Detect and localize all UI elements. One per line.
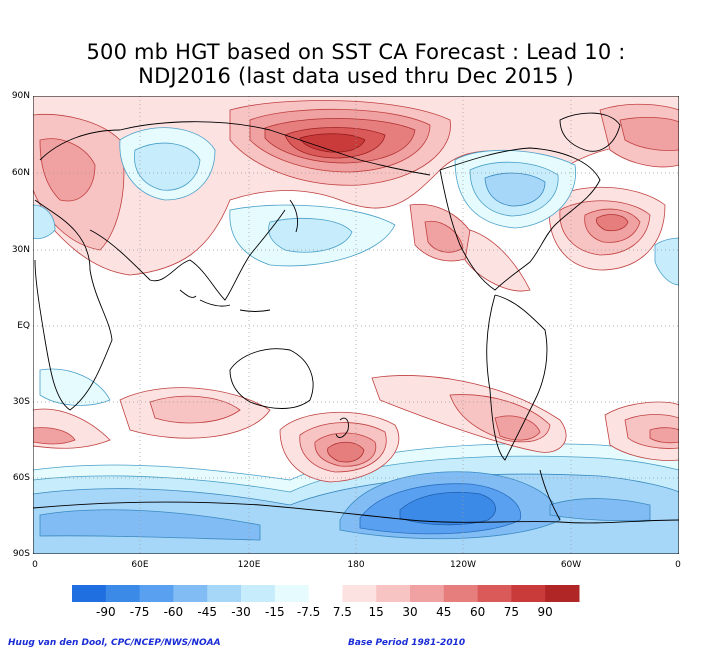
chart-title-line2: NDJ2016 (last data used thru Dec 2015 ) xyxy=(138,64,574,88)
colorbar-tick-label: 60 xyxy=(469,605,486,619)
lat-tick-label: 60S xyxy=(12,473,30,483)
colorbar-tick-label: -7.5 xyxy=(296,605,321,619)
lat-tick-label: 90N xyxy=(11,91,30,101)
lon-tick-label: 60W xyxy=(560,560,582,570)
colorbar-swatch xyxy=(443,585,479,602)
lon-tick-label: 0 xyxy=(32,560,38,570)
colorbar-swatch xyxy=(511,585,546,602)
negative-anomaly-southern-band xyxy=(33,443,679,554)
lat-tick-label: 30S xyxy=(12,397,30,407)
colorbar-swatch xyxy=(241,585,276,602)
lon-tick-label: 120W xyxy=(449,560,477,570)
colorbar-swatch xyxy=(308,585,343,602)
lon-tick-label: 120E xyxy=(237,560,261,570)
colorbar-tick-label: 15 xyxy=(368,605,384,619)
lat-tick-label: 90S xyxy=(12,549,30,559)
lat-tick-label: EQ xyxy=(17,321,30,331)
colorbar-tick-label: 7.5 xyxy=(332,605,352,619)
colorbar-swatch xyxy=(173,585,208,602)
colorbar-swatch xyxy=(139,585,174,602)
chart-title-line1: 500 mb HGT based on SST CA Forecast : Le… xyxy=(86,40,626,64)
lat-tick-label: 60N xyxy=(11,168,30,178)
lon-tick-label: 0 xyxy=(675,560,681,570)
colorbar-swatch xyxy=(545,585,580,602)
colorbar-tick-label: 75 xyxy=(503,605,520,619)
colorbar-swatch xyxy=(342,585,377,602)
colorbar-tick-label: -60 xyxy=(163,605,184,619)
colorbar-swatch xyxy=(410,585,445,602)
positive-anomaly-northern-features xyxy=(33,96,679,292)
lat-tick-label: 30N xyxy=(11,245,30,255)
map-plot-area xyxy=(33,96,679,554)
map-gridlines xyxy=(33,96,679,554)
colorbar-tick-label: -75 xyxy=(129,605,150,619)
colorbar-tick-label: 45 xyxy=(436,605,452,619)
colorbar-swatch xyxy=(376,585,411,602)
lon-tick-label: 60E xyxy=(131,560,149,570)
negative-anomaly-south-atlantic xyxy=(39,368,111,406)
lon-tick-label: 180 xyxy=(347,560,365,570)
colorbar-tick-label: -90 xyxy=(95,605,116,619)
colorbar-swatch xyxy=(105,585,141,602)
colorbar-tick-label: -30 xyxy=(231,605,251,619)
base-period-text: Base Period 1981-2010 xyxy=(348,638,466,648)
colorbar-tick-label: 30 xyxy=(402,605,418,619)
colorbar-swatch xyxy=(274,585,310,602)
colorbar xyxy=(72,585,580,602)
coastlines xyxy=(33,112,679,524)
credit-text: Huug van den Dool, CPC/NCEP/NWS/NOAA xyxy=(8,638,221,648)
colorbar-swatch xyxy=(207,585,242,602)
colorbar-swatch xyxy=(477,585,512,602)
colorbar-tick-label: -15 xyxy=(264,605,285,619)
colorbar-tick-label: -45 xyxy=(197,605,217,619)
positive-anomaly-southern-lobes xyxy=(33,375,679,483)
colorbar-swatch xyxy=(72,585,107,602)
colorbar-tick-label: 90 xyxy=(537,605,553,619)
